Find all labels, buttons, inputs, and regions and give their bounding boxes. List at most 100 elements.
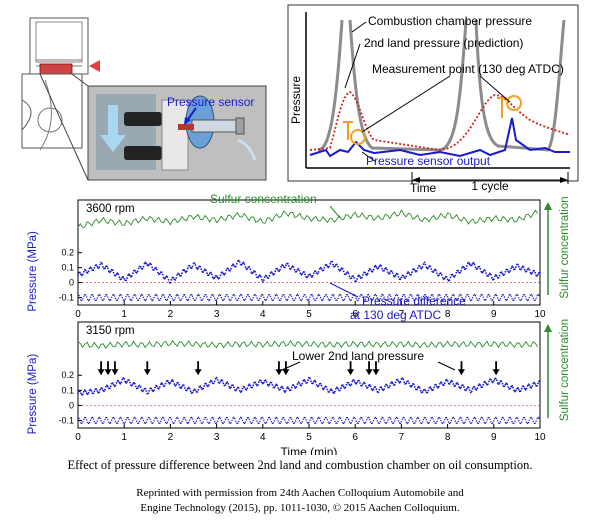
pressure-point-low (351, 419, 353, 422)
pressure-point-low (156, 295, 158, 297)
schematic-xlabel: Time (410, 181, 437, 195)
pressure-point-low (108, 421, 110, 423)
pressure-point-low (83, 295, 85, 297)
pressure-point-low (339, 293, 341, 296)
pressure-point (211, 276, 214, 279)
pressure-point-low (375, 295, 378, 297)
pressure-point (129, 381, 131, 384)
pressure-point-low (182, 295, 184, 297)
pressure-point-low (297, 417, 300, 420)
pressure-point-low (219, 417, 222, 419)
pressure-point (369, 268, 372, 271)
pressure-point-low (205, 294, 207, 296)
pressure-point (293, 268, 296, 271)
pressure-point (254, 270, 256, 273)
pressure-point (234, 389, 237, 392)
pressure-point-low (262, 417, 264, 419)
pressure-point (325, 263, 328, 266)
pressure-point-low (153, 420, 155, 422)
pressure-point (157, 387, 160, 390)
pressure-point-low (336, 299, 338, 301)
pressure-point (151, 389, 154, 391)
pressure-point-low (283, 417, 285, 419)
pressure-point (328, 391, 331, 393)
y2-arrowhead (544, 324, 552, 332)
pressure-point (246, 387, 249, 390)
pressure-point-low (390, 418, 392, 420)
pressure-point (322, 269, 325, 272)
pressure-point (306, 276, 308, 279)
pressure-point-low (165, 422, 168, 425)
pressure-point (537, 382, 539, 385)
pressure-point-low (474, 417, 477, 420)
pressure-point-low (143, 422, 146, 424)
pressure-point-low (534, 422, 536, 424)
pressure-point-low (304, 294, 306, 296)
pressure-point (399, 278, 402, 281)
pressure-point (147, 265, 150, 267)
pressure-point-low (280, 298, 282, 300)
pressure-point (77, 392, 79, 395)
pressure-point-low (98, 293, 100, 296)
pressure-point-low (222, 299, 224, 302)
pressure-point-low (137, 422, 140, 424)
pressure-point (361, 276, 363, 279)
pressure-point-low (477, 299, 480, 302)
pressure-point-low (254, 416, 256, 419)
pressure-point-low (283, 294, 285, 296)
pressure-point-low (79, 420, 81, 422)
pressure-point (474, 266, 477, 269)
pressure-point-low (95, 299, 98, 301)
pressure-point (292, 266, 295, 268)
pressure-point (457, 270, 460, 272)
pressure-point-low (164, 421, 167, 424)
pressure-point (427, 389, 430, 392)
lower-pressure-arrowhead (492, 369, 500, 376)
pressure-point (402, 274, 405, 277)
pressure-point (109, 385, 112, 388)
pressure-point (443, 277, 446, 280)
pressure-point-low (215, 422, 218, 424)
pressure-point (377, 267, 380, 269)
pressure-point (325, 386, 328, 388)
pressure-point (375, 388, 378, 391)
pressure-point (233, 386, 235, 389)
pressure-point (221, 271, 224, 274)
pressure-point-low (384, 298, 386, 301)
pressure-point-low (323, 418, 326, 421)
pressure-point-low (467, 294, 469, 296)
x-tick-label: 1 (121, 432, 127, 443)
pressure-point (413, 268, 415, 270)
pressure-point (131, 275, 133, 277)
pressure-point-low (169, 416, 172, 419)
pressure-point-low (103, 421, 105, 423)
pressure-point-low (91, 293, 94, 296)
pressure-point-low (230, 299, 232, 301)
pressure-point-low (432, 295, 434, 297)
pressure-point (255, 273, 257, 276)
lower-pressure-arrowhead (372, 369, 380, 376)
pressure-point-low (274, 417, 276, 420)
pressure-point-low (112, 293, 115, 296)
pressure-point-low (119, 293, 122, 296)
pressure-point (378, 388, 381, 391)
pressure-point (363, 271, 366, 274)
pressure-point-low (376, 420, 378, 422)
pressure-point (89, 388, 92, 391)
pressure-point (140, 389, 143, 391)
pressure-point-low (462, 299, 464, 301)
pressure-point (344, 273, 347, 276)
pressure-point (276, 267, 279, 270)
pressure-point (523, 268, 526, 271)
y-tick-label: 0 (69, 278, 74, 288)
pressure-point-low (399, 422, 402, 425)
pressure-point (93, 390, 96, 393)
pressure-point-low (239, 295, 241, 297)
pressure-point-low (265, 421, 268, 423)
pressure-point (326, 265, 329, 268)
pressure-point (522, 266, 525, 268)
pressure-point-low (273, 420, 276, 422)
pressure-point (216, 276, 219, 279)
pressure-point (448, 383, 451, 385)
pressure-point-low (338, 418, 340, 420)
